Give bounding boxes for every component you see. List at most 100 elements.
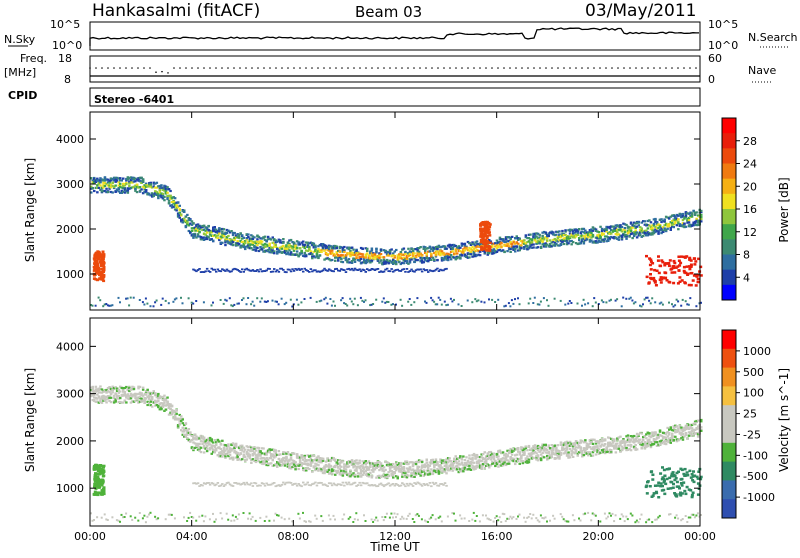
echo-cell <box>361 248 364 250</box>
echo-cell <box>375 250 378 252</box>
echo-cell <box>249 512 251 514</box>
echo-cell <box>227 443 230 445</box>
echo-cell <box>189 431 192 433</box>
echo-cell <box>480 233 483 236</box>
freq-point <box>671 67 673 69</box>
echo-cell <box>688 304 690 306</box>
echo-cell <box>107 191 110 193</box>
echo-cell <box>532 243 535 245</box>
freq-point <box>401 67 403 69</box>
freq-tick-top: 18 <box>58 52 72 65</box>
echo-cell <box>157 517 159 519</box>
echo-cell <box>657 231 660 233</box>
echo-cell <box>273 482 276 484</box>
echo-cell <box>183 211 186 213</box>
freq-point <box>461 67 463 69</box>
echo-cell <box>477 299 479 301</box>
echo-cell <box>272 300 274 302</box>
echo-cell <box>188 297 190 299</box>
echo-cell <box>516 245 519 247</box>
echo-cell <box>322 458 325 460</box>
echo-cell <box>432 257 435 259</box>
echo-cell <box>343 485 346 487</box>
echo-cell <box>316 301 318 303</box>
echo-cell <box>423 261 426 263</box>
echo-cell <box>290 271 293 273</box>
echo-cell <box>409 513 411 515</box>
echo-cell <box>265 270 268 272</box>
freq-point <box>437 67 439 69</box>
echo-cell <box>331 305 333 307</box>
echo-cell <box>491 299 493 301</box>
echo-cell <box>365 460 368 462</box>
echo-cell <box>201 515 203 517</box>
echo-cell <box>381 301 383 303</box>
echo-cell <box>435 254 438 256</box>
echo-cell <box>96 516 98 518</box>
echo-cell <box>660 259 663 262</box>
echo-cell <box>354 474 357 476</box>
echo-cell <box>156 300 158 302</box>
echo-cell <box>268 520 270 522</box>
echo-cell <box>506 250 509 252</box>
echo-cell <box>145 393 148 395</box>
echo-cell <box>233 304 235 306</box>
echo-cell <box>400 518 402 520</box>
echo-cell <box>409 253 412 255</box>
echo-cell <box>230 520 232 522</box>
echo-cell <box>180 297 182 299</box>
echo-cell <box>554 298 556 300</box>
echo-cell <box>311 253 314 255</box>
echo-cell <box>583 299 585 301</box>
echo-cell <box>198 516 200 518</box>
echo-cell <box>343 246 346 248</box>
freq-point <box>545 67 547 69</box>
echo-cell <box>146 303 148 305</box>
echo-cell <box>127 393 130 395</box>
colorbar-swatch <box>722 209 736 225</box>
echo-cell <box>224 244 227 246</box>
echo-cell <box>348 465 351 467</box>
echo-cell <box>360 484 363 486</box>
echo-cell <box>329 466 332 468</box>
echo-cell <box>387 475 390 477</box>
echo-cell <box>394 485 397 487</box>
echo-cell <box>168 302 170 304</box>
echo-cell <box>96 258 99 261</box>
echo-cell <box>429 246 432 248</box>
echo-cell <box>668 302 670 304</box>
echo-cell <box>517 297 519 299</box>
freq-point <box>467 67 469 69</box>
echo-cell <box>418 251 421 253</box>
echo-cell <box>406 460 409 462</box>
freq-point <box>245 67 247 69</box>
echo-cell <box>427 468 430 470</box>
echo-cell <box>403 268 406 270</box>
echo-cell <box>212 483 215 485</box>
echo-cell <box>649 273 652 276</box>
echo-cell <box>195 520 197 522</box>
echo-cell <box>650 221 653 223</box>
freq-point <box>581 67 583 69</box>
echo-cell <box>497 299 499 301</box>
echo-cell <box>326 457 329 459</box>
echo-cell <box>439 299 441 301</box>
echo-cell <box>281 484 284 486</box>
echo-cell <box>355 512 357 514</box>
echo-cell <box>232 244 235 246</box>
echo-cell <box>270 462 273 464</box>
echo-cell <box>297 241 300 243</box>
echo-cell <box>100 260 103 263</box>
echo-cell <box>412 465 415 467</box>
echo-cell <box>343 514 345 516</box>
echo-cell <box>693 257 696 260</box>
echo-cell <box>677 300 679 302</box>
echo-cell <box>357 484 360 486</box>
echo-cell <box>256 269 259 271</box>
echo-cell <box>183 218 186 220</box>
echo-cell <box>355 470 358 472</box>
echo-cell <box>221 440 224 442</box>
y-tick-label: 2000 <box>56 223 84 236</box>
echo-cell <box>430 485 433 487</box>
echo-cell <box>151 396 154 398</box>
